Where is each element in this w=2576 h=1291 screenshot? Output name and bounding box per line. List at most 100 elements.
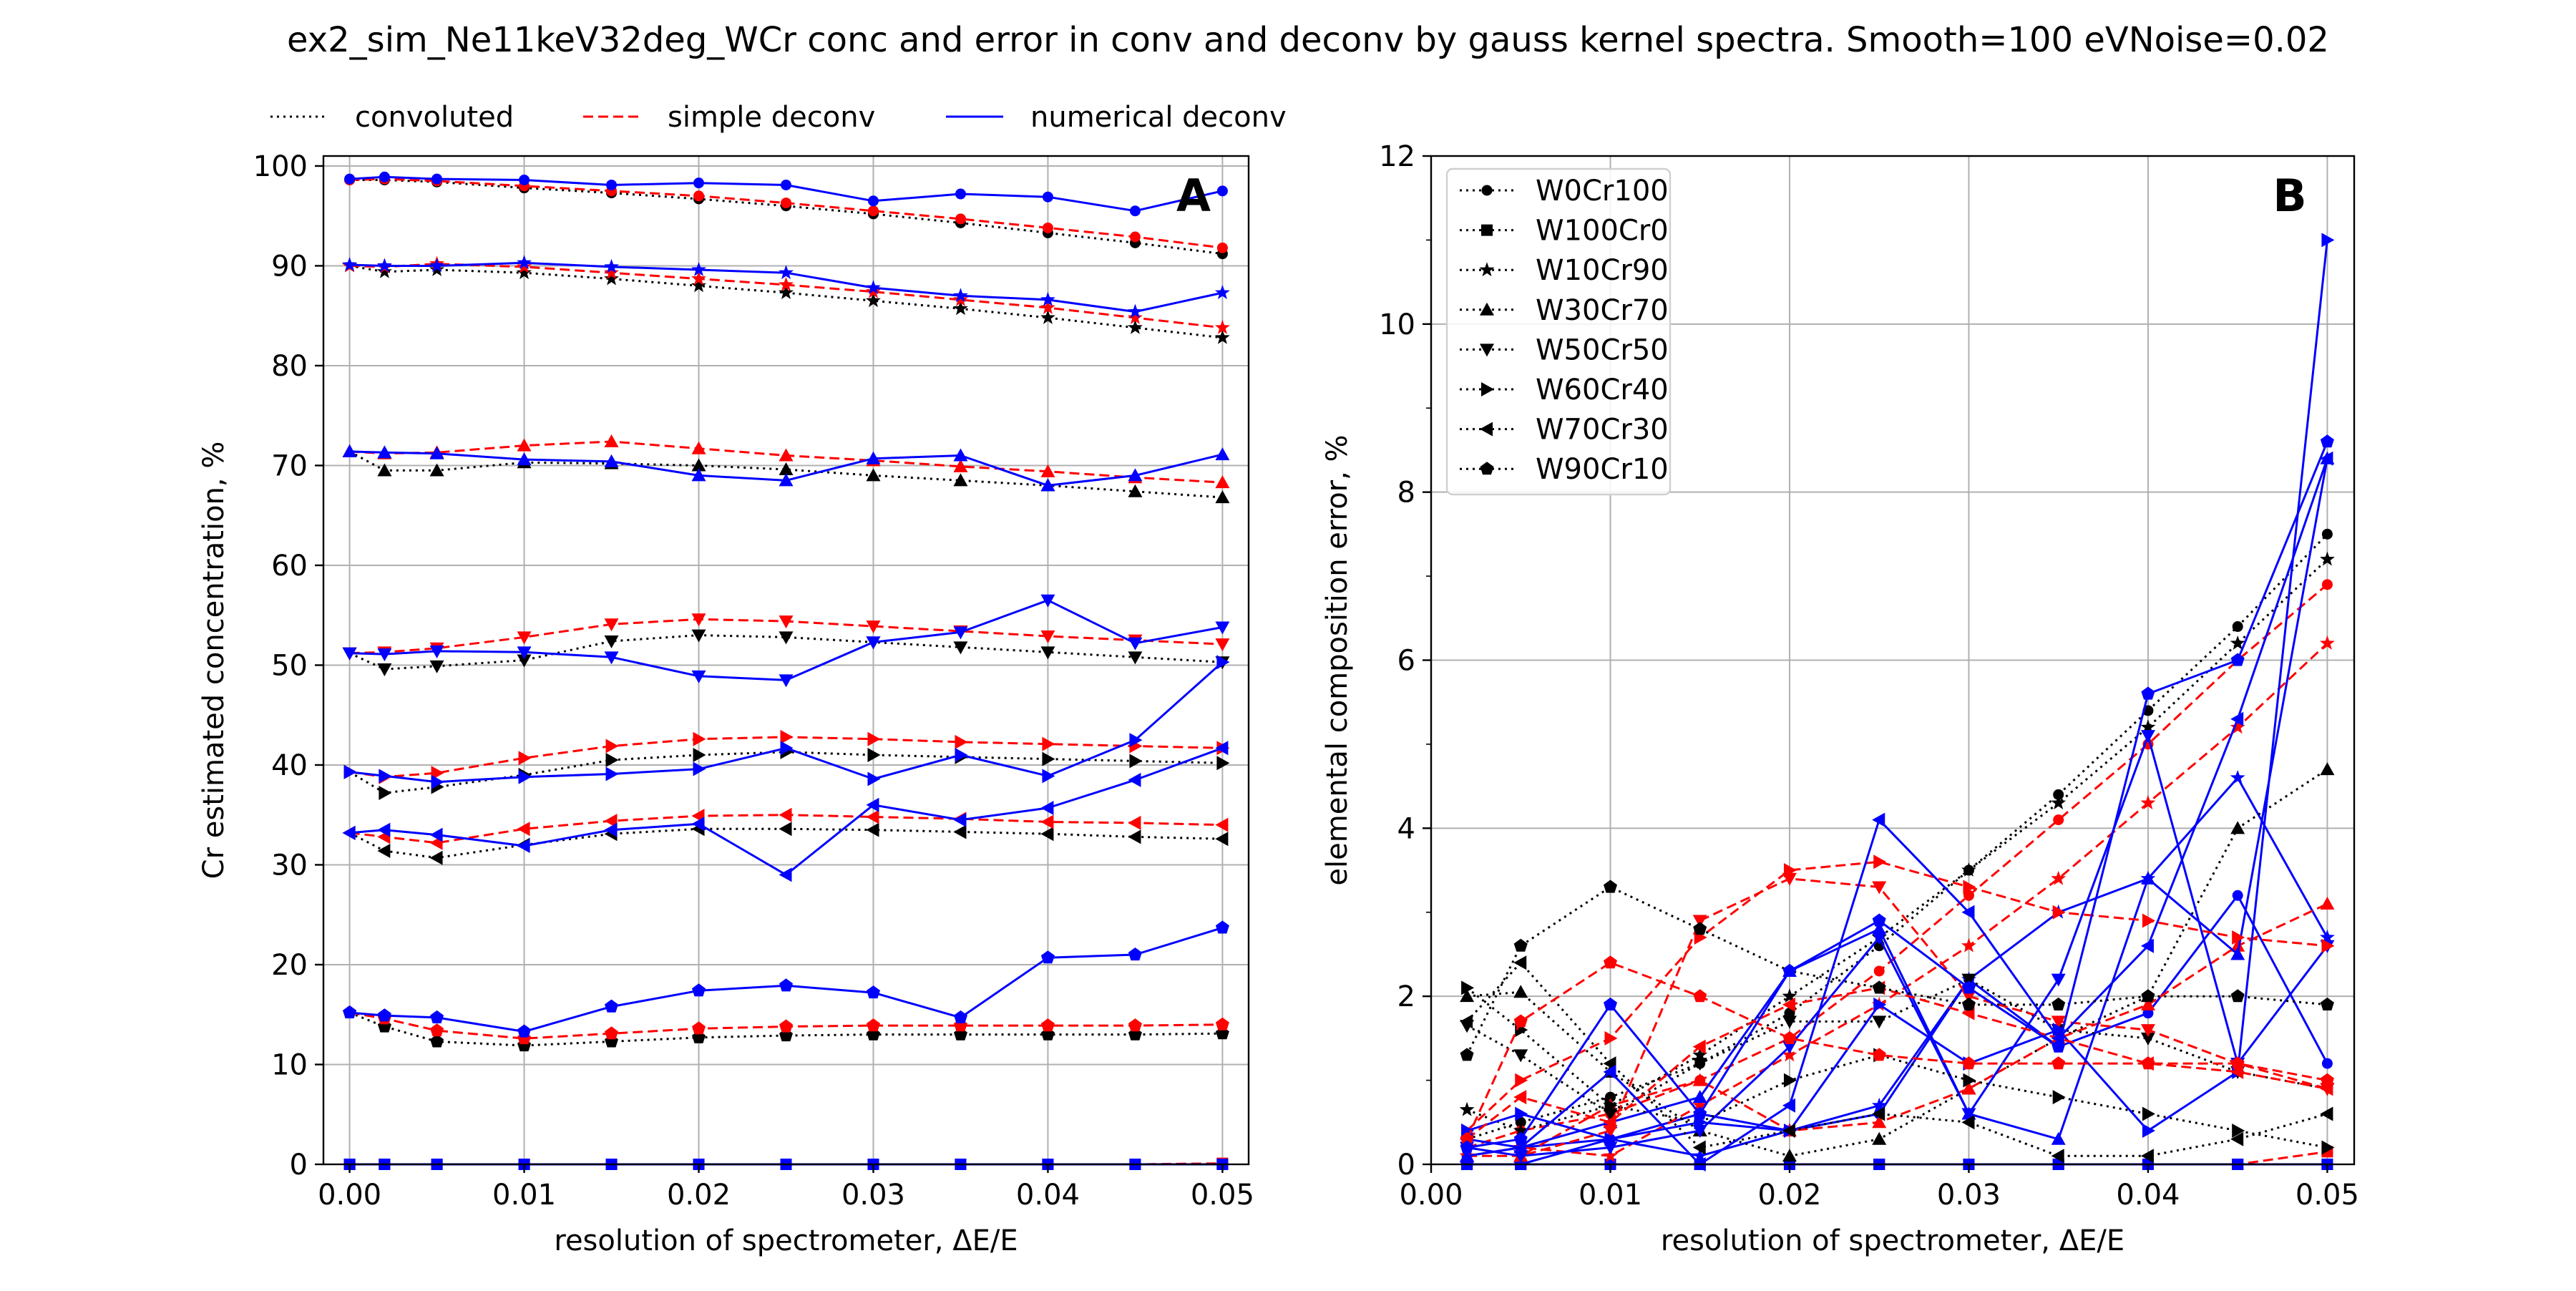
x-tick-label: 0.01 bbox=[492, 1179, 556, 1212]
data-point bbox=[779, 1019, 793, 1033]
y-axis-label: elemental composition error, % bbox=[1321, 434, 1354, 885]
data-point bbox=[517, 255, 532, 270]
data-point bbox=[1128, 829, 1141, 844]
data-point bbox=[779, 265, 794, 280]
data-point bbox=[2230, 1056, 2245, 1070]
data-point bbox=[1961, 1056, 1976, 1070]
data-point bbox=[604, 258, 619, 273]
y-tick-label: 80 bbox=[271, 350, 308, 383]
x-tick-label: 0.02 bbox=[667, 1179, 731, 1212]
data-point bbox=[1040, 827, 1054, 842]
data-point bbox=[781, 179, 791, 190]
data-point bbox=[867, 985, 880, 999]
data-point bbox=[2232, 890, 2243, 901]
legend-marker bbox=[1480, 422, 1493, 437]
data-point bbox=[953, 641, 968, 655]
data-point bbox=[866, 620, 881, 634]
data-point bbox=[1782, 1041, 1797, 1054]
data-point bbox=[1129, 733, 1143, 748]
data-point bbox=[1692, 1058, 1707, 1071]
data-point bbox=[691, 817, 705, 832]
data-point bbox=[1783, 1073, 1797, 1088]
data-point bbox=[2140, 938, 2154, 953]
data-point bbox=[779, 807, 792, 822]
data-point bbox=[779, 615, 794, 629]
data-point bbox=[2140, 730, 2155, 744]
data-point bbox=[2232, 621, 2243, 633]
data-point bbox=[866, 283, 881, 298]
data-point bbox=[379, 769, 392, 784]
data-point bbox=[1961, 937, 1976, 953]
data-point bbox=[2140, 871, 2155, 885]
data-point bbox=[1782, 1098, 1795, 1113]
data-point bbox=[429, 660, 444, 673]
data-point bbox=[1871, 1097, 1887, 1112]
y-tick-label: 20 bbox=[271, 949, 308, 982]
data-point bbox=[693, 731, 706, 746]
data-point bbox=[2053, 814, 2064, 826]
data-point bbox=[604, 434, 619, 447]
series-line bbox=[349, 736, 1223, 779]
series-w10cr90-numerical-deconv bbox=[342, 255, 1230, 318]
data-point bbox=[1215, 621, 1230, 635]
data-point bbox=[604, 814, 618, 829]
data-point bbox=[866, 293, 881, 308]
series-w60cr40-numerical-deconv bbox=[343, 655, 1230, 789]
data-point bbox=[2141, 989, 2155, 1003]
data-point bbox=[1872, 812, 1885, 827]
data-point bbox=[781, 198, 791, 209]
data-point bbox=[1129, 205, 1141, 217]
data-point bbox=[1961, 980, 1976, 994]
data-point bbox=[2320, 551, 2335, 566]
data-point bbox=[953, 824, 967, 839]
data-point bbox=[429, 463, 444, 477]
data-point bbox=[605, 753, 619, 768]
data-point bbox=[2142, 913, 2155, 928]
data-point bbox=[1603, 1115, 1616, 1130]
y-tick-label: 90 bbox=[271, 250, 308, 283]
legend-marker bbox=[1481, 185, 1493, 196]
data-point bbox=[1873, 997, 1887, 1012]
data-point bbox=[344, 173, 356, 185]
series-line bbox=[349, 618, 1223, 655]
x-tick-label: 0.05 bbox=[2296, 1179, 2359, 1212]
legend-a: convoluted simple deconv numerical deconv bbox=[270, 101, 1287, 134]
data-point bbox=[605, 1026, 618, 1040]
data-point bbox=[779, 867, 792, 882]
data-point bbox=[518, 751, 532, 766]
data-point bbox=[2320, 997, 2334, 1010]
legend-label: convoluted bbox=[355, 101, 514, 134]
data-point bbox=[953, 812, 967, 827]
data-point bbox=[1129, 231, 1141, 243]
data-point bbox=[691, 441, 706, 454]
y-tick-label: 2 bbox=[1397, 980, 1415, 1013]
data-point bbox=[605, 999, 618, 1013]
data-point bbox=[2053, 789, 2064, 800]
data-point bbox=[693, 177, 705, 189]
data-point bbox=[2320, 635, 2335, 650]
data-point bbox=[2140, 1024, 2155, 1038]
legend-item-w30cr70: W30Cr70 bbox=[1460, 294, 1669, 327]
data-point bbox=[429, 645, 444, 658]
data-point bbox=[1042, 751, 1055, 766]
data-point bbox=[1214, 319, 1230, 334]
data-point bbox=[1040, 814, 1054, 829]
data-point bbox=[2320, 930, 2335, 944]
data-point bbox=[2230, 653, 2245, 666]
data-point bbox=[2052, 905, 2066, 920]
series-line bbox=[349, 265, 1223, 339]
data-point bbox=[2321, 1058, 2333, 1069]
data-point bbox=[2230, 947, 2245, 960]
data-point bbox=[431, 173, 443, 185]
data-point bbox=[1215, 832, 1229, 847]
data-point bbox=[1460, 1131, 1474, 1145]
data-point bbox=[779, 462, 794, 476]
data-point bbox=[1782, 963, 1797, 977]
data-point bbox=[1216, 756, 1230, 771]
data-point bbox=[1603, 1064, 1616, 1079]
data-point bbox=[953, 459, 968, 472]
data-point bbox=[2140, 997, 2155, 1010]
data-point bbox=[1515, 1106, 1528, 1121]
data-point bbox=[342, 825, 356, 840]
data-point bbox=[2230, 938, 2245, 952]
